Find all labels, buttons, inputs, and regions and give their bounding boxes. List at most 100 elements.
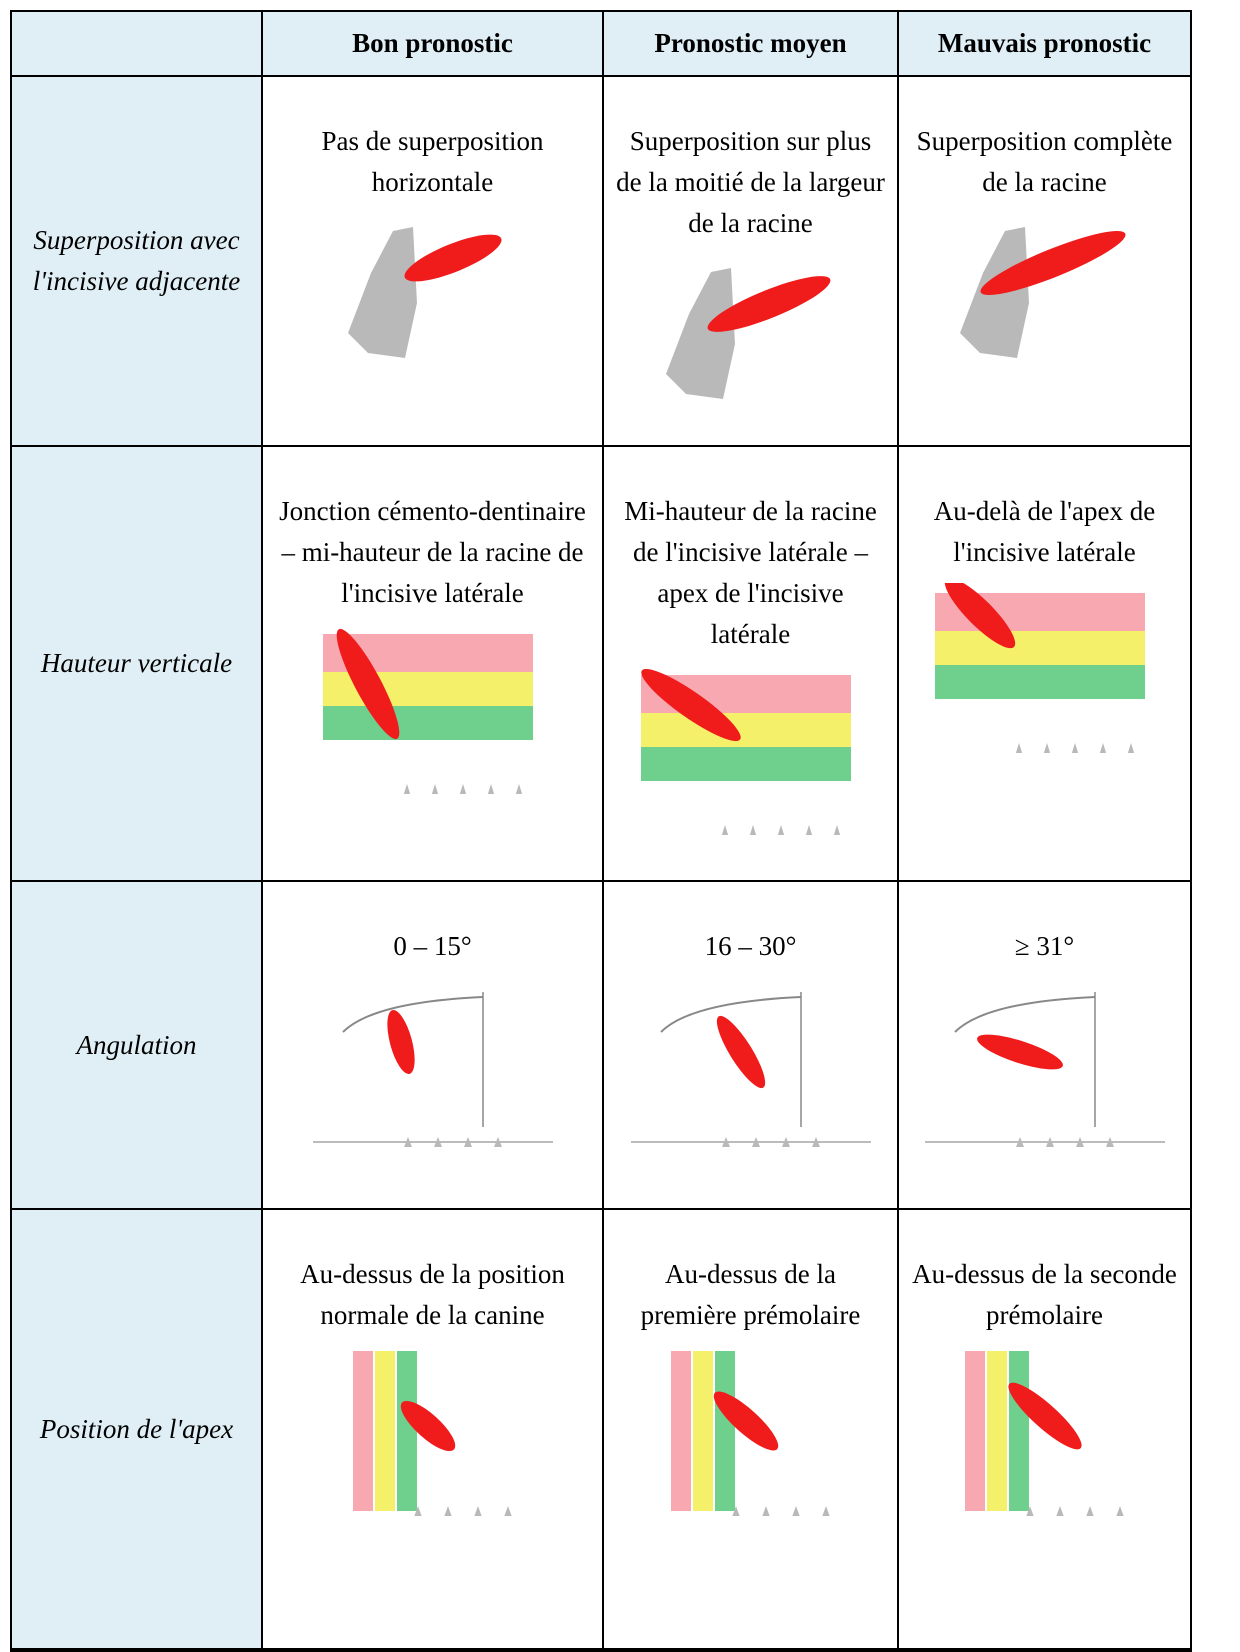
tooth <box>1085 1506 1094 1516</box>
cell-text: Superposition complète de la racine <box>916 126 1173 197</box>
table-cell: Pas de superposition horizontale <box>263 77 604 447</box>
band <box>374 1351 395 1511</box>
band <box>964 1351 985 1511</box>
illustration <box>934 583 1145 753</box>
column-header: Bon pronostic <box>263 12 604 77</box>
illustration <box>964 1351 1124 1516</box>
cell-text: Au-delà de l'apex de l'incisive latérale <box>933 496 1156 567</box>
cell-text: Superposition sur plus de la moitié de l… <box>616 126 885 238</box>
tooth <box>1115 1506 1124 1516</box>
row-label: Angulation <box>12 882 263 1210</box>
canine <box>404 234 501 282</box>
cell-text: Au-dessus de la position normale de la c… <box>300 1259 565 1330</box>
corner-cell <box>12 12 263 77</box>
tooth <box>821 1506 830 1516</box>
tooth <box>1055 1506 1064 1516</box>
tooth <box>777 825 784 835</box>
tooth <box>731 1506 740 1516</box>
table-cell: 16 – 30° <box>604 882 899 1210</box>
tooth <box>791 1506 800 1516</box>
cell-text: Au-dessus de la première prémolaire <box>640 1259 861 1330</box>
row-label: Hauteur verticale <box>12 447 263 882</box>
band <box>934 665 1145 699</box>
illustration <box>312 992 553 1147</box>
cell-text: Mi-hauteur de la racine de l'incisive la… <box>624 496 877 649</box>
band <box>640 713 851 747</box>
tooth <box>463 1137 472 1147</box>
tooth <box>1075 1137 1084 1147</box>
canine <box>979 231 1126 295</box>
tooth <box>1015 743 1022 753</box>
column-header: Pronostic moyen <box>604 12 899 77</box>
row-label: Superposition avec l'incisive adjacente <box>12 77 263 447</box>
tooth <box>1045 1137 1054 1147</box>
tooth <box>1127 743 1134 753</box>
band <box>986 1351 1007 1511</box>
tooth <box>1071 743 1078 753</box>
illustration <box>352 1351 512 1516</box>
band <box>1008 1351 1029 1511</box>
tooth <box>781 1137 790 1147</box>
cell-text: Au-dessus de la seconde prémolaire <box>912 1259 1177 1330</box>
tooth <box>833 825 840 835</box>
cell-text: ≥ 31° <box>1014 931 1075 961</box>
cell-text: Pas de superposition horizontale <box>321 126 544 197</box>
tooth <box>749 825 756 835</box>
table-cell: Jonction cémento-dentinaire – mi-hauteur… <box>263 447 604 882</box>
cell-text: Jonction cémento-dentinaire – mi-hauteur… <box>279 496 586 608</box>
comparison-table: Bon pronostic Pronostic moyen Mauvais pron… <box>10 10 1192 1652</box>
canine <box>713 1391 778 1451</box>
tooth <box>487 784 494 794</box>
canine <box>400 1400 455 1452</box>
band <box>396 1351 417 1511</box>
illustration <box>640 668 851 835</box>
adjacent-incisor <box>347 227 417 358</box>
band <box>714 1351 735 1511</box>
table-cell: ≥ 31° <box>899 882 1192 1210</box>
canine <box>944 583 1015 649</box>
tooth <box>761 1506 770 1516</box>
illustration <box>959 227 1126 358</box>
cell-text: 0 – 15° <box>393 931 472 961</box>
tooth <box>721 1137 730 1147</box>
angle-arc <box>341 996 483 1033</box>
column-header: Mauvais pronostic <box>899 12 1192 77</box>
tooth <box>443 1506 452 1516</box>
angle-arc <box>659 996 801 1033</box>
tooth <box>1025 1506 1034 1516</box>
tooth <box>1043 743 1050 753</box>
canine <box>336 628 399 740</box>
table-cell: Superposition complète de la racine <box>899 77 1192 447</box>
table-cell: Au-delà de l'apex de l'incisive latérale <box>899 447 1192 882</box>
tooth <box>1099 743 1106 753</box>
tooth <box>1105 1137 1114 1147</box>
canine <box>716 1015 765 1089</box>
illustration <box>630 992 871 1147</box>
table-cell: Au-dessus de la position normale de la c… <box>263 1210 604 1650</box>
band <box>322 706 533 740</box>
illustration <box>924 992 1165 1147</box>
band <box>640 747 851 781</box>
tooth <box>751 1137 760 1147</box>
table-cell: Superposition sur plus de la moitié de l… <box>604 77 899 447</box>
tooth <box>805 825 812 835</box>
table-cell: Mi-hauteur de la racine de l'incisive la… <box>604 447 899 882</box>
row-label: Position de l'apex <box>12 1210 263 1650</box>
table-cell: Au-dessus de la première prémolaire <box>604 1210 899 1650</box>
tooth <box>433 1137 442 1147</box>
canine <box>640 668 741 742</box>
tooth <box>413 1506 422 1516</box>
illustration <box>665 268 830 399</box>
illustration <box>322 628 533 794</box>
tooth <box>493 1137 502 1147</box>
canine <box>386 1009 415 1075</box>
tooth <box>403 1137 412 1147</box>
tooth <box>403 784 410 794</box>
band <box>692 1351 713 1511</box>
adjacent-incisor <box>665 268 735 399</box>
band <box>352 1351 373 1511</box>
tooth <box>459 784 466 794</box>
angle-arc <box>953 996 1095 1033</box>
tooth <box>515 784 522 794</box>
tooth <box>721 825 728 835</box>
